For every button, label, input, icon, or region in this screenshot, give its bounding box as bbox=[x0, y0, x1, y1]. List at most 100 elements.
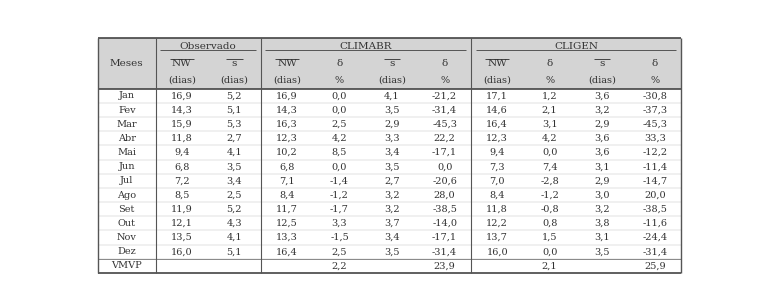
Text: 12,2: 12,2 bbox=[486, 219, 508, 228]
Text: -1,2: -1,2 bbox=[540, 191, 559, 200]
Text: δ: δ bbox=[337, 59, 343, 68]
Text: 5,2: 5,2 bbox=[226, 205, 242, 214]
Text: 2,5: 2,5 bbox=[226, 191, 242, 200]
Text: 7,0: 7,0 bbox=[489, 176, 505, 185]
Text: 2,5: 2,5 bbox=[332, 247, 347, 256]
Text: 3,8: 3,8 bbox=[594, 219, 610, 228]
Text: 3,2: 3,2 bbox=[594, 106, 610, 115]
Text: Dez: Dez bbox=[117, 247, 136, 256]
Text: NW: NW bbox=[277, 59, 297, 68]
Text: -38,5: -38,5 bbox=[642, 205, 667, 214]
Text: 8,4: 8,4 bbox=[279, 191, 295, 200]
Text: 13,3: 13,3 bbox=[276, 233, 298, 242]
Text: 5,3: 5,3 bbox=[226, 120, 242, 129]
Text: 2,1: 2,1 bbox=[542, 261, 558, 270]
Text: 2,9: 2,9 bbox=[594, 120, 610, 129]
Text: -38,5: -38,5 bbox=[432, 205, 457, 214]
Text: -31,4: -31,4 bbox=[432, 106, 458, 115]
Text: Jan: Jan bbox=[119, 91, 135, 100]
Text: 16,4: 16,4 bbox=[276, 247, 298, 256]
Text: (dias): (dias) bbox=[483, 76, 511, 85]
Text: (dias): (dias) bbox=[378, 76, 406, 85]
Text: 7,4: 7,4 bbox=[542, 162, 558, 171]
Text: -31,4: -31,4 bbox=[642, 247, 667, 256]
Text: 3,6: 3,6 bbox=[594, 134, 610, 143]
Text: 2,7: 2,7 bbox=[385, 176, 400, 185]
Text: -1,4: -1,4 bbox=[330, 176, 349, 185]
Text: 3,7: 3,7 bbox=[385, 219, 400, 228]
Text: Nov: Nov bbox=[117, 233, 137, 242]
Text: 13,5: 13,5 bbox=[171, 233, 193, 242]
Text: 3,5: 3,5 bbox=[385, 106, 400, 115]
Text: Observado: Observado bbox=[180, 42, 236, 51]
Text: 4,3: 4,3 bbox=[226, 219, 242, 228]
Text: 6,8: 6,8 bbox=[174, 162, 189, 171]
Text: 5,1: 5,1 bbox=[226, 106, 242, 115]
Text: s: s bbox=[389, 59, 394, 68]
Text: -45,3: -45,3 bbox=[642, 120, 667, 129]
Text: (dias): (dias) bbox=[273, 76, 301, 85]
Text: 10,2: 10,2 bbox=[276, 148, 298, 157]
Text: 13,7: 13,7 bbox=[486, 233, 508, 242]
Text: 4,2: 4,2 bbox=[542, 134, 558, 143]
Text: Jul: Jul bbox=[120, 176, 134, 185]
Text: 1,5: 1,5 bbox=[542, 233, 557, 242]
Text: 2,2: 2,2 bbox=[331, 261, 347, 270]
Text: 2,9: 2,9 bbox=[594, 176, 610, 185]
Text: 2,9: 2,9 bbox=[385, 120, 400, 129]
Text: -11,6: -11,6 bbox=[642, 219, 667, 228]
Text: Set: Set bbox=[119, 205, 135, 214]
Text: 16,0: 16,0 bbox=[171, 247, 193, 256]
Text: 3,5: 3,5 bbox=[385, 162, 400, 171]
Text: 3,2: 3,2 bbox=[385, 191, 400, 200]
Text: 17,1: 17,1 bbox=[486, 91, 508, 100]
Text: 2,1: 2,1 bbox=[542, 106, 558, 115]
Text: 2,7: 2,7 bbox=[226, 134, 242, 143]
Text: 0,0: 0,0 bbox=[332, 91, 347, 100]
Text: 0,0: 0,0 bbox=[332, 106, 347, 115]
Text: %: % bbox=[651, 76, 660, 85]
Text: 12,3: 12,3 bbox=[486, 134, 508, 143]
Text: 33,3: 33,3 bbox=[644, 134, 666, 143]
Text: NW: NW bbox=[487, 59, 507, 68]
Text: 4,1: 4,1 bbox=[226, 148, 242, 157]
Text: 3,4: 3,4 bbox=[385, 233, 400, 242]
Text: 5,2: 5,2 bbox=[226, 91, 242, 100]
Text: 5,1: 5,1 bbox=[226, 247, 242, 256]
Text: Abr: Abr bbox=[118, 134, 136, 143]
Text: (dias): (dias) bbox=[588, 76, 616, 85]
Text: 3,5: 3,5 bbox=[385, 247, 400, 256]
Text: 3,4: 3,4 bbox=[226, 176, 242, 185]
Text: 3,0: 3,0 bbox=[594, 191, 610, 200]
Text: 8,5: 8,5 bbox=[332, 148, 347, 157]
Text: (dias): (dias) bbox=[220, 76, 249, 85]
Text: -1,2: -1,2 bbox=[330, 191, 349, 200]
Text: 6,8: 6,8 bbox=[279, 162, 295, 171]
Text: 3,5: 3,5 bbox=[594, 247, 610, 256]
Text: -2,8: -2,8 bbox=[540, 176, 559, 185]
Text: CLIMABR: CLIMABR bbox=[340, 42, 392, 51]
Text: 16,3: 16,3 bbox=[276, 120, 298, 129]
Text: δ: δ bbox=[442, 59, 448, 68]
Text: -17,1: -17,1 bbox=[432, 233, 458, 242]
Text: δ: δ bbox=[546, 59, 553, 68]
Text: 3,2: 3,2 bbox=[385, 205, 400, 214]
Text: 22,2: 22,2 bbox=[434, 134, 455, 143]
Text: -0,8: -0,8 bbox=[540, 205, 559, 214]
Text: Mai: Mai bbox=[117, 148, 136, 157]
Text: 20,0: 20,0 bbox=[644, 191, 666, 200]
Text: 3,3: 3,3 bbox=[331, 219, 347, 228]
Text: %: % bbox=[440, 76, 449, 85]
Text: 7,2: 7,2 bbox=[174, 176, 190, 185]
Text: 14,3: 14,3 bbox=[171, 106, 193, 115]
Text: 4,1: 4,1 bbox=[226, 233, 242, 242]
Text: 12,3: 12,3 bbox=[276, 134, 298, 143]
Text: 16,4: 16,4 bbox=[486, 120, 508, 129]
Text: %: % bbox=[545, 76, 554, 85]
Text: 7,1: 7,1 bbox=[279, 176, 295, 185]
Text: 3,1: 3,1 bbox=[594, 233, 610, 242]
Text: -1,5: -1,5 bbox=[330, 233, 349, 242]
Text: -14,0: -14,0 bbox=[432, 219, 457, 228]
Text: -1,7: -1,7 bbox=[330, 205, 349, 214]
Text: -11,4: -11,4 bbox=[642, 162, 667, 171]
